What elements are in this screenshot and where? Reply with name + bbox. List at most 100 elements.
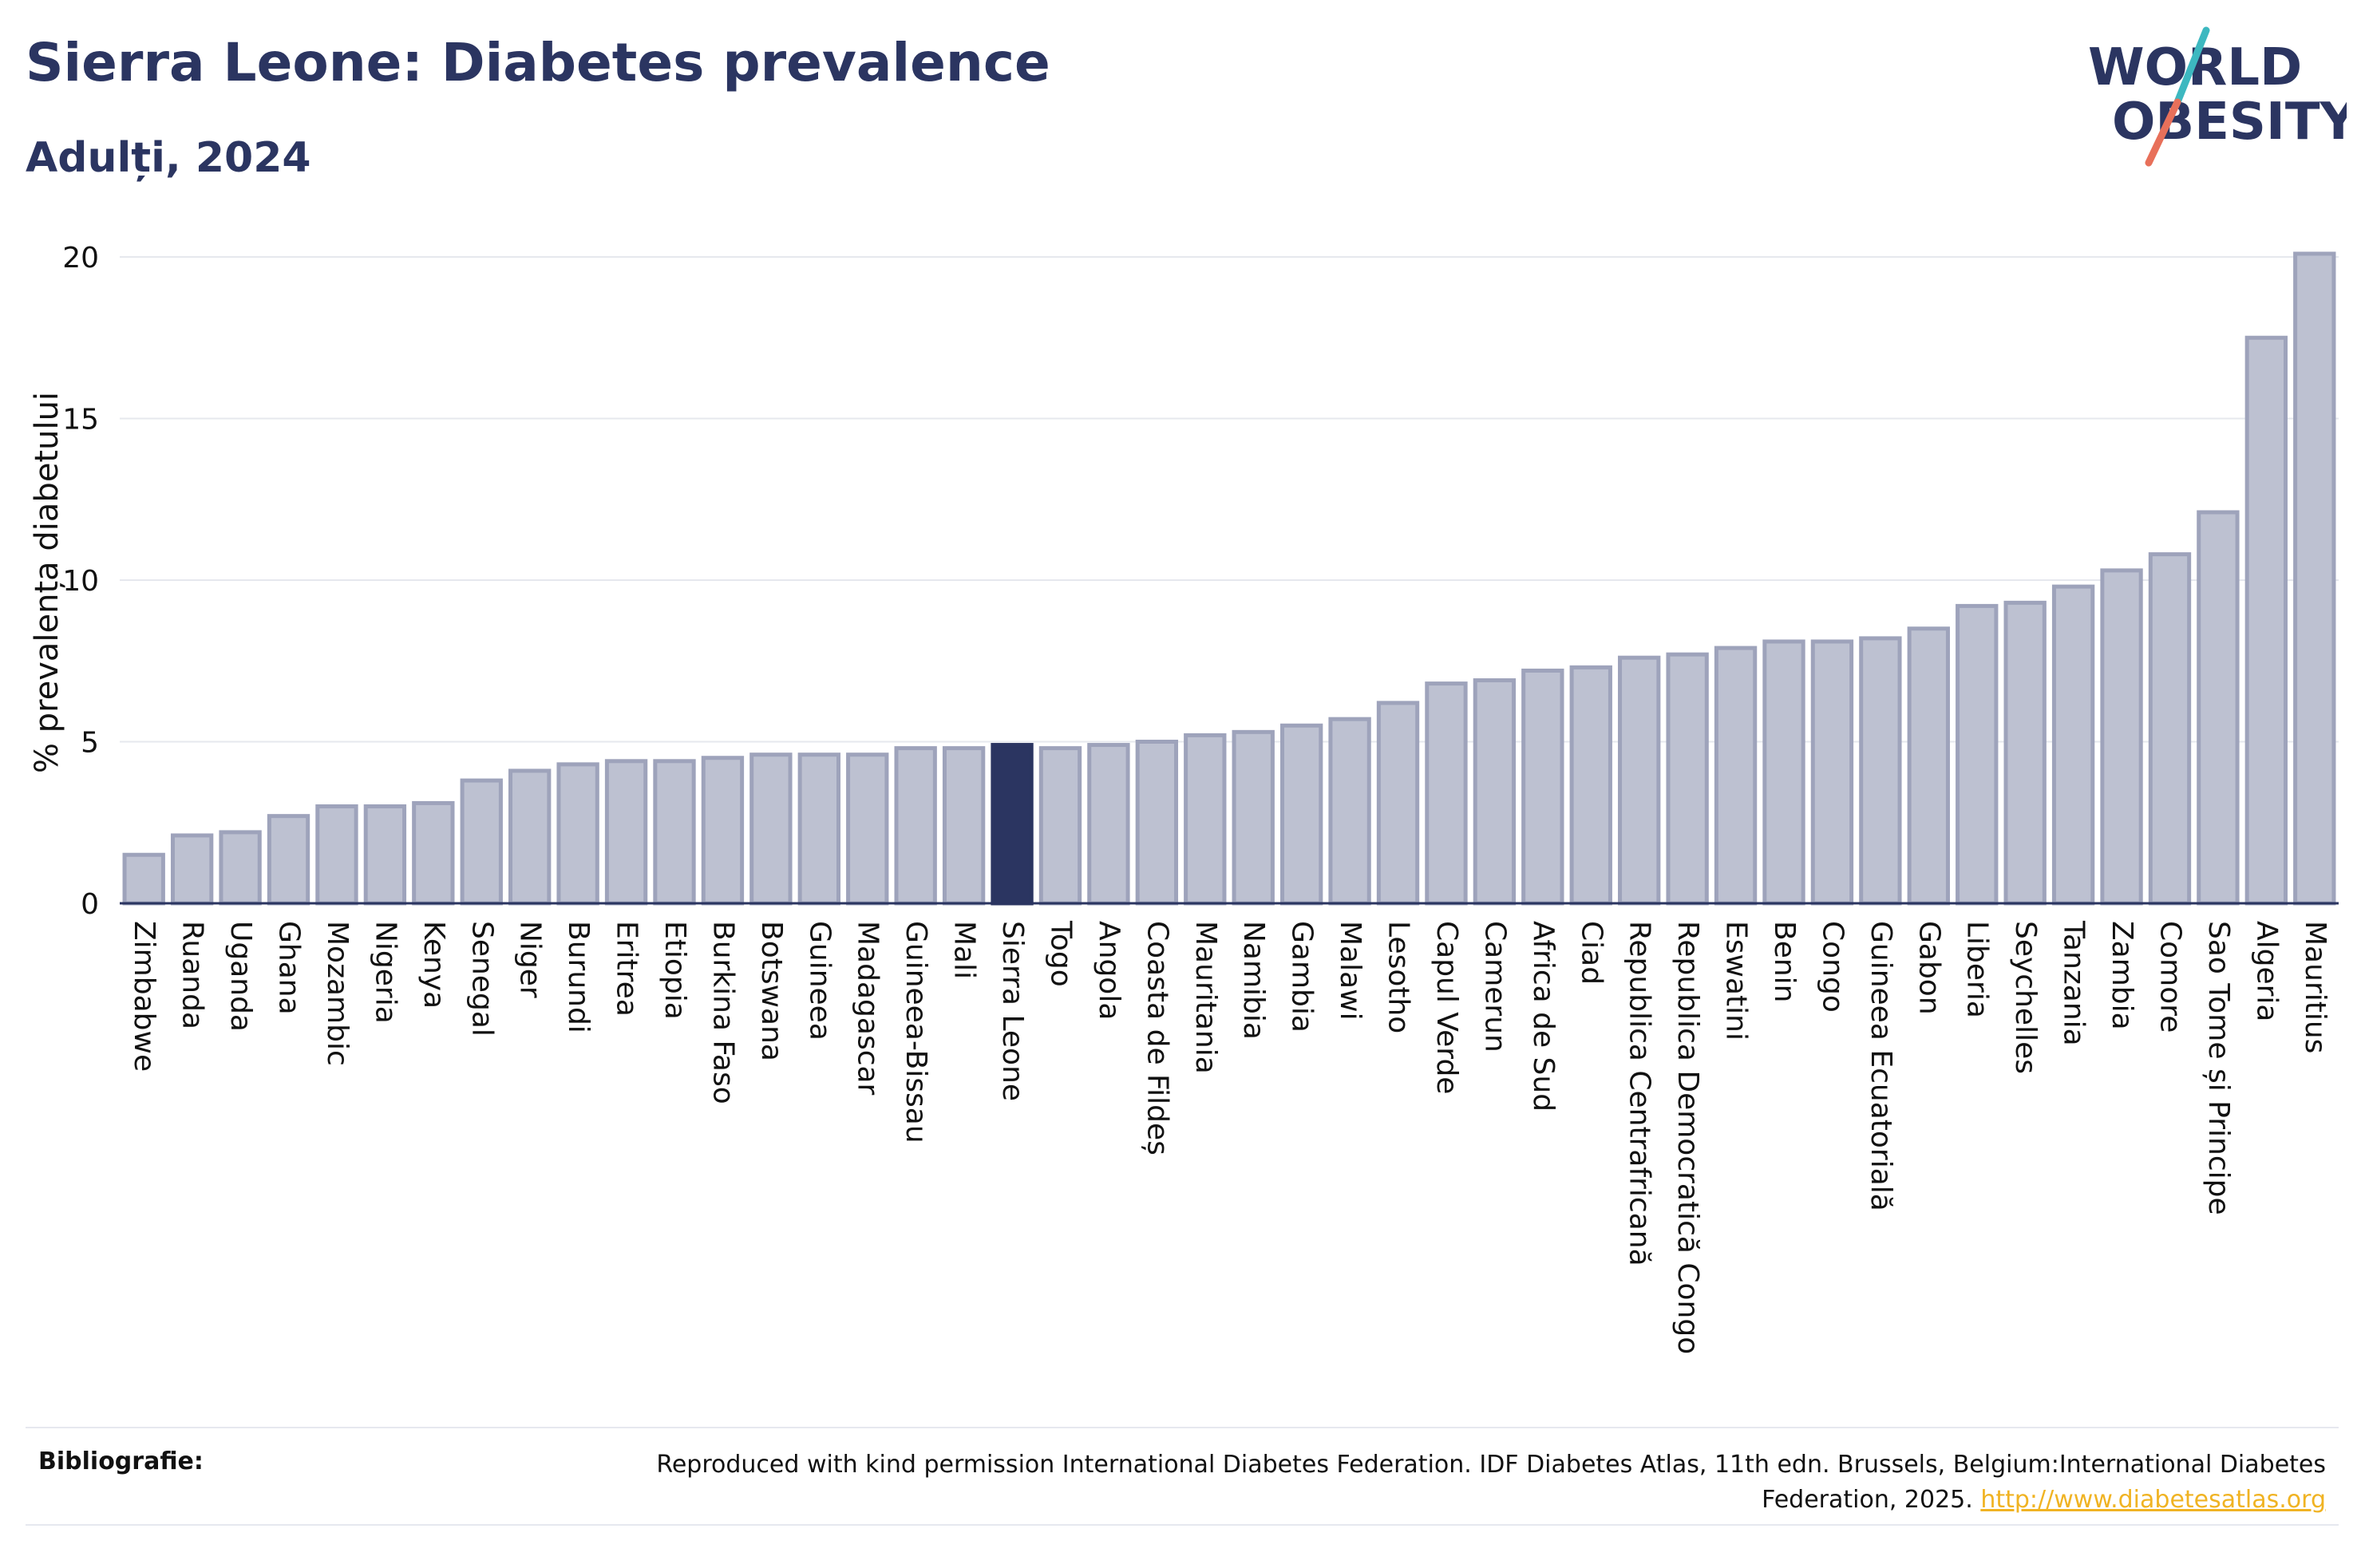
x-tick-label: Botswana bbox=[755, 921, 788, 1061]
x-tick-label: Kenya bbox=[417, 921, 450, 1009]
x-tick-label: Zimbabwe bbox=[128, 921, 160, 1072]
bar-mauritania[interactable] bbox=[1184, 733, 1227, 906]
bar-tanzania[interactable] bbox=[2051, 584, 2095, 906]
x-tick-label: Zambia bbox=[2106, 921, 2138, 1030]
bar-burundi[interactable] bbox=[556, 762, 599, 906]
bibliography-citation: Reproduced with kind permission Internat… bbox=[656, 1451, 2326, 1514]
x-tick-label: Gambia bbox=[1286, 921, 1319, 1033]
x-tick-label: Lesotho bbox=[1382, 921, 1415, 1033]
bar-namibia[interactable] bbox=[1232, 729, 1275, 906]
bar-ciad[interactable] bbox=[1569, 665, 1612, 906]
bar-zimbabwe[interactable] bbox=[122, 852, 165, 906]
bar-burkina-faso[interactable] bbox=[701, 756, 745, 906]
x-tick-label: Eswatini bbox=[1720, 921, 1753, 1041]
x-tick-label: Congo bbox=[1816, 921, 1849, 1013]
y-axis-label: % prevalența diabetului bbox=[29, 392, 65, 773]
x-tick-label: Algeria bbox=[2250, 921, 2283, 1022]
bar-congo[interactable] bbox=[1810, 639, 1854, 906]
bar-niger[interactable] bbox=[508, 768, 552, 906]
x-tick-label: Mozambic bbox=[321, 921, 354, 1066]
bars bbox=[122, 251, 2336, 906]
x-tick-label: Sao Tome și Principe bbox=[2202, 921, 2235, 1215]
bar-malawi[interactable] bbox=[1328, 717, 1371, 906]
bar-guineea-bissau[interactable] bbox=[894, 746, 937, 906]
bar-republica-democratic-congo[interactable] bbox=[1666, 652, 1709, 906]
bibliography-label: Bibliografie: bbox=[38, 1448, 204, 1475]
bar-mali[interactable] bbox=[942, 746, 986, 906]
x-tick-label: Mauritania bbox=[1189, 921, 1222, 1074]
x-tick-label: Nigeria bbox=[369, 921, 401, 1024]
x-tick-label: Niger bbox=[514, 921, 547, 998]
bar-uganda[interactable] bbox=[219, 830, 262, 906]
bar-republica-centrafrican-[interactable] bbox=[1618, 655, 1661, 906]
bar-sierra-leone[interactable] bbox=[991, 743, 1034, 906]
bar-camerun[interactable] bbox=[1473, 678, 1517, 906]
bar-algeria[interactable] bbox=[2244, 335, 2288, 906]
logo-slash-bottom bbox=[2145, 98, 2181, 167]
x-tick-label: Ciad bbox=[1575, 921, 1608, 985]
x-tick-label: Madagascar bbox=[852, 921, 884, 1096]
bar-gambia[interactable] bbox=[1279, 723, 1323, 906]
x-tick-label: Guineea-Bissau bbox=[900, 921, 932, 1143]
y-tick-label: 10 bbox=[62, 565, 99, 598]
world-obesity-logo: WORLD OBESITY bbox=[2088, 26, 2347, 167]
x-tick-label: Tanzania bbox=[2058, 920, 2090, 1046]
x-tick-label: Senegal bbox=[465, 921, 498, 1037]
bar-gabon[interactable] bbox=[1907, 626, 1950, 906]
bar-senegal[interactable] bbox=[460, 778, 503, 906]
x-tick-label: Camerun bbox=[1478, 921, 1511, 1053]
x-tick-label: Mauritius bbox=[2299, 921, 2331, 1053]
logo-word-obesity: OBESITY bbox=[2112, 93, 2347, 152]
x-tick-label: Seychelles bbox=[2009, 921, 2042, 1074]
bar-benin[interactable] bbox=[1762, 639, 1805, 906]
x-tick-label: Coasta de Fildeș bbox=[1141, 921, 1173, 1155]
x-tick-label: Liberia bbox=[1961, 921, 1994, 1018]
bar-eritrea[interactable] bbox=[604, 759, 648, 906]
x-tick-label: Guineea bbox=[803, 921, 836, 1041]
bar-angola[interactable] bbox=[1087, 743, 1130, 906]
bar-liberia[interactable] bbox=[1956, 603, 1999, 906]
chart-subtitle: Adulți, 2024 bbox=[26, 134, 311, 182]
footer: Bibliografie: Reproduced with kind permi… bbox=[26, 1427, 2339, 1526]
x-tick-label: Uganda bbox=[224, 921, 257, 1032]
bar-kenya[interactable] bbox=[412, 800, 455, 906]
bar-seychelles[interactable] bbox=[2003, 600, 2047, 906]
bar-lesotho[interactable] bbox=[1376, 701, 1420, 906]
y-tick-labels: 0 5 10 15 20 bbox=[62, 242, 99, 921]
x-tick-label: Burundi bbox=[562, 921, 595, 1033]
x-tick-label: Guineea Ecuatorială bbox=[1865, 921, 1897, 1211]
x-tick-label: Capul Verde bbox=[1430, 921, 1463, 1094]
x-tick-label: Namibia bbox=[1237, 921, 1270, 1040]
x-tick-label: Etiopia bbox=[658, 921, 691, 1020]
bibliography-text: Reproduced with kind permission Internat… bbox=[586, 1448, 2326, 1518]
chart-title: Sierra Leone: Diabetes prevalence bbox=[26, 32, 1050, 93]
bar-nigeria[interactable] bbox=[363, 804, 407, 906]
y-tick-label: 5 bbox=[81, 727, 99, 760]
bar-madagascar[interactable] bbox=[846, 752, 889, 906]
bar-zambia[interactable] bbox=[2100, 568, 2143, 906]
bar-sao-tome-i-principe[interactable] bbox=[2197, 510, 2240, 906]
bar-comore[interactable] bbox=[2148, 552, 2192, 906]
y-tick-label: 20 bbox=[62, 242, 99, 274]
x-tick-label: Sierra Leone bbox=[996, 921, 1029, 1101]
bibliography-link[interactable]: http://www.diabetesatlas.org bbox=[1980, 1486, 2326, 1514]
bar-africa-de-sud[interactable] bbox=[1521, 668, 1564, 906]
bar-ruanda[interactable] bbox=[170, 833, 214, 906]
x-tick-label: Republica Centrafricană bbox=[1623, 921, 1656, 1266]
bar-capul-verde[interactable] bbox=[1425, 681, 1468, 906]
x-tick-label: Benin bbox=[1768, 921, 1801, 1002]
bar-etiopia[interactable] bbox=[653, 759, 696, 906]
bar-mozambic[interactable] bbox=[315, 804, 358, 906]
bar-guineea-ecuatorial-[interactable] bbox=[1859, 636, 1902, 906]
bar-mauritius[interactable] bbox=[2293, 251, 2336, 906]
bar-guineea[interactable] bbox=[797, 752, 840, 906]
bar-coasta-de-filde-[interactable] bbox=[1135, 740, 1179, 906]
bar-eswatini[interactable] bbox=[1714, 646, 1758, 906]
bar-botswana[interactable] bbox=[749, 752, 793, 906]
x-tick-label: Togo bbox=[1044, 920, 1077, 987]
x-tick-label: Angola bbox=[1093, 921, 1125, 1020]
bar-ghana[interactable] bbox=[267, 814, 310, 906]
x-tick-label: Africa de Sud bbox=[1527, 921, 1560, 1112]
bar-togo[interactable] bbox=[1038, 746, 1082, 906]
x-tick-labels: Zimbabwe Ruanda Uganda Ghana Mozambic Nigeria… bbox=[128, 920, 2331, 1354]
